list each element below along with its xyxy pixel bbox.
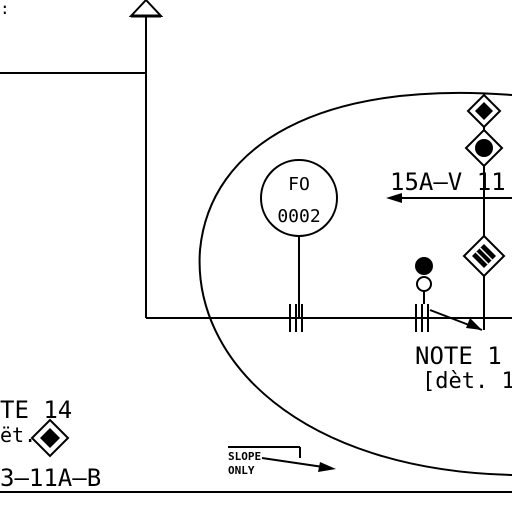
diamond-symbol-hatched bbox=[462, 234, 506, 278]
indicator-dot-symbol bbox=[415, 257, 433, 304]
line-number-label: 3–11A–B bbox=[0, 464, 101, 492]
orifice-flange-right bbox=[415, 304, 429, 332]
instrument-bubble: FO 0002 bbox=[260, 159, 338, 237]
slope-text-line2: ONLY bbox=[228, 464, 255, 477]
slope-text-line1: SLOPE bbox=[228, 450, 261, 463]
fragment-text: : bbox=[0, 0, 10, 18]
diamond-symbol-left bbox=[30, 418, 70, 458]
note-left-line2: ët. bbox=[0, 423, 36, 447]
note-right-line2: [dèt. 1 bbox=[422, 369, 512, 394]
instrument-number: 0002 bbox=[277, 206, 320, 227]
vent-cap-symbol bbox=[128, 0, 164, 18]
boundary-ellipse bbox=[198, 91, 512, 476]
slope-marker: SLOPE ONLY bbox=[228, 446, 336, 477]
note-right-line1: NOTE 1 bbox=[415, 342, 502, 370]
line-label: 15A–V 11 bbox=[390, 168, 506, 196]
instrument-tag: FO bbox=[288, 174, 310, 195]
note-left-line1: TE 14 bbox=[0, 396, 72, 424]
diamond-symbol-middle bbox=[464, 128, 504, 168]
check-valve-symbol bbox=[429, 309, 483, 331]
diamond-symbol-top bbox=[466, 93, 502, 129]
orifice-flange-left bbox=[289, 304, 303, 332]
flow-arrow-left bbox=[386, 193, 512, 203]
